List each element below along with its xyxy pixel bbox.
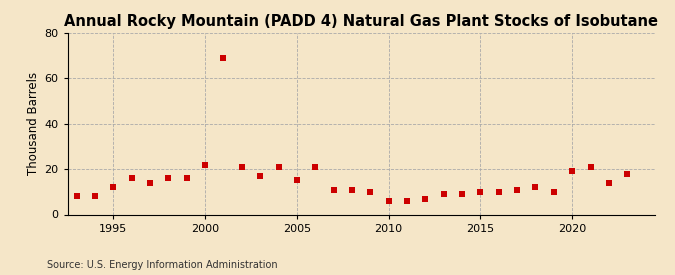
Point <box>163 176 174 180</box>
Point <box>108 185 119 189</box>
Point <box>182 176 192 180</box>
Point <box>475 190 486 194</box>
Point <box>236 165 247 169</box>
Point <box>273 165 284 169</box>
Point <box>254 174 265 178</box>
Point <box>567 169 578 174</box>
Point <box>457 192 468 196</box>
Point <box>603 181 614 185</box>
Point <box>328 187 339 192</box>
Point <box>126 176 137 180</box>
Point <box>622 172 632 176</box>
Point <box>144 181 155 185</box>
Point <box>438 192 449 196</box>
Y-axis label: Thousand Barrels: Thousand Barrels <box>27 72 40 175</box>
Point <box>200 162 211 167</box>
Point <box>292 178 302 183</box>
Point <box>530 185 541 189</box>
Point <box>548 190 559 194</box>
Point <box>585 165 596 169</box>
Point <box>383 199 394 203</box>
Point <box>493 190 504 194</box>
Point <box>512 187 522 192</box>
Point <box>346 187 357 192</box>
Point <box>218 56 229 60</box>
Point <box>420 196 431 201</box>
Point <box>72 194 82 199</box>
Point <box>402 199 412 203</box>
Text: Source: U.S. Energy Information Administration: Source: U.S. Energy Information Administ… <box>47 260 278 270</box>
Point <box>310 165 321 169</box>
Point <box>365 190 376 194</box>
Title: Annual Rocky Mountain (PADD 4) Natural Gas Plant Stocks of Isobutane: Annual Rocky Mountain (PADD 4) Natural G… <box>64 14 658 29</box>
Point <box>90 194 101 199</box>
